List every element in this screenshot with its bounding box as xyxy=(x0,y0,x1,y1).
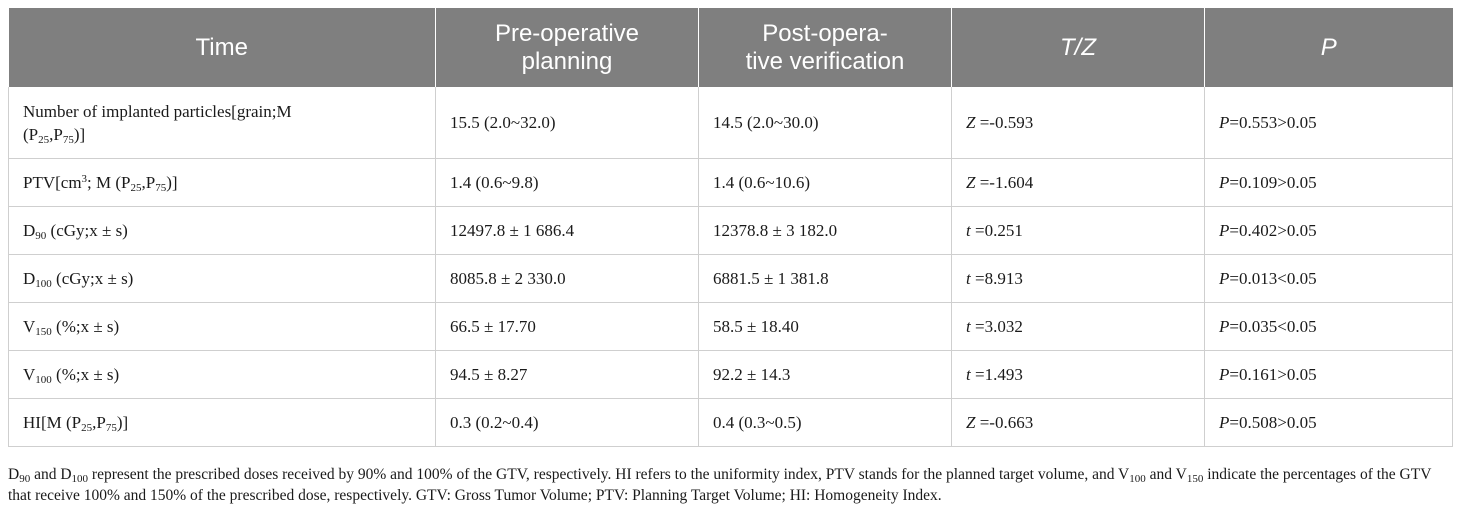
p-value: P=0.508>0.05 xyxy=(1204,398,1453,447)
header-p: P xyxy=(1204,8,1453,87)
row-label: V100 (%;x ± s) xyxy=(8,350,436,399)
post-value: 1.4 (0.6~10.6) xyxy=(698,158,952,207)
table-row: V150 (%;x ± s) 66.5 ± 17.70 58.5 ± 18.40… xyxy=(8,302,1453,351)
table-row: D90 (cGy;x ± s) 12497.8 ± 1 686.4 12378.… xyxy=(8,206,1453,255)
p-value: P=0.109>0.05 xyxy=(1204,158,1453,207)
header-pre-operative: Pre-operative planning xyxy=(435,8,699,87)
pre-value: 94.5 ± 8.27 xyxy=(435,350,699,399)
row-label: Number of implanted particles[grain;M (P2… xyxy=(8,87,436,159)
table-row: HI[M (P25,P75)] 0.3 (0.2~0.4) 0.4 (0.3~0… xyxy=(8,398,1453,447)
p-value: P=0.035<0.05 xyxy=(1204,302,1453,351)
p-value: P=0.161>0.05 xyxy=(1204,350,1453,399)
header-row: Time Pre-operative planning Post-opera-ti… xyxy=(8,8,1453,87)
post-value: 14.5 (2.0~30.0) xyxy=(698,87,952,159)
stat-value: Z =-0.663 xyxy=(951,398,1205,447)
row-label: PTV[cm3; M (P25,P75)] xyxy=(8,158,436,207)
header-post-operative: Post-opera-tive verification xyxy=(698,8,952,87)
stat-value: t =1.493 xyxy=(951,350,1205,399)
stat-value: t =8.913 xyxy=(951,254,1205,303)
p-value: P=0.553>0.05 xyxy=(1204,87,1453,159)
table-row: D100 (cGy;x ± s) 8085.8 ± 2 330.0 6881.5… xyxy=(8,254,1453,303)
post-value: 92.2 ± 14.3 xyxy=(698,350,952,399)
pre-value: 12497.8 ± 1 686.4 xyxy=(435,206,699,255)
row-label: V150 (%;x ± s) xyxy=(8,302,436,351)
post-value: 58.5 ± 18.40 xyxy=(698,302,952,351)
pre-value: 8085.8 ± 2 330.0 xyxy=(435,254,699,303)
row-label: D100 (cGy;x ± s) xyxy=(8,254,436,303)
post-value: 0.4 (0.3~0.5) xyxy=(698,398,952,447)
header-time: Time xyxy=(8,8,436,87)
table-row: PTV[cm3; M (P25,P75)] 1.4 (0.6~9.8) 1.4 … xyxy=(8,158,1453,207)
table-footnote: D90 and D100 represent the prescribed do… xyxy=(8,466,1432,504)
header-post-line1: Post-opera- xyxy=(762,19,888,47)
post-value: 6881.5 ± 1 381.8 xyxy=(698,254,952,303)
stat-value: t =0.251 xyxy=(951,206,1205,255)
row-label: D90 (cGy;x ± s) xyxy=(8,206,436,255)
stat-value: Z =-0.593 xyxy=(951,87,1205,159)
pre-value: 15.5 (2.0~32.0) xyxy=(435,87,699,159)
stat-value: t =3.032 xyxy=(951,302,1205,351)
header-pre-line2: planning xyxy=(521,47,613,75)
table-row: V100 (%;x ± s) 94.5 ± 8.27 92.2 ± 14.3 t… xyxy=(8,350,1453,399)
pre-value: 66.5 ± 17.70 xyxy=(435,302,699,351)
row-label: HI[M (P25,P75)] xyxy=(8,398,436,447)
stat-value: Z =-1.604 xyxy=(951,158,1205,207)
pre-value: 0.3 (0.2~0.4) xyxy=(435,398,699,447)
post-value: 12378.8 ± 3 182.0 xyxy=(698,206,952,255)
data-table-container: Time Pre-operative planning Post-opera-ti… xyxy=(8,8,1453,447)
pre-value: 1.4 (0.6~9.8) xyxy=(435,158,699,207)
p-value: P=0.013<0.05 xyxy=(1204,254,1453,303)
p-value: P=0.402>0.05 xyxy=(1204,206,1453,255)
table-row: Number of implanted particles[grain;M (P2… xyxy=(8,87,1453,159)
header-pre-line1: Pre-operative xyxy=(494,19,640,47)
data-table: Time Pre-operative planning Post-opera-ti… xyxy=(8,8,1453,447)
header-post-line2: tive verification xyxy=(745,47,905,75)
header-tz: T/Z xyxy=(951,8,1205,87)
